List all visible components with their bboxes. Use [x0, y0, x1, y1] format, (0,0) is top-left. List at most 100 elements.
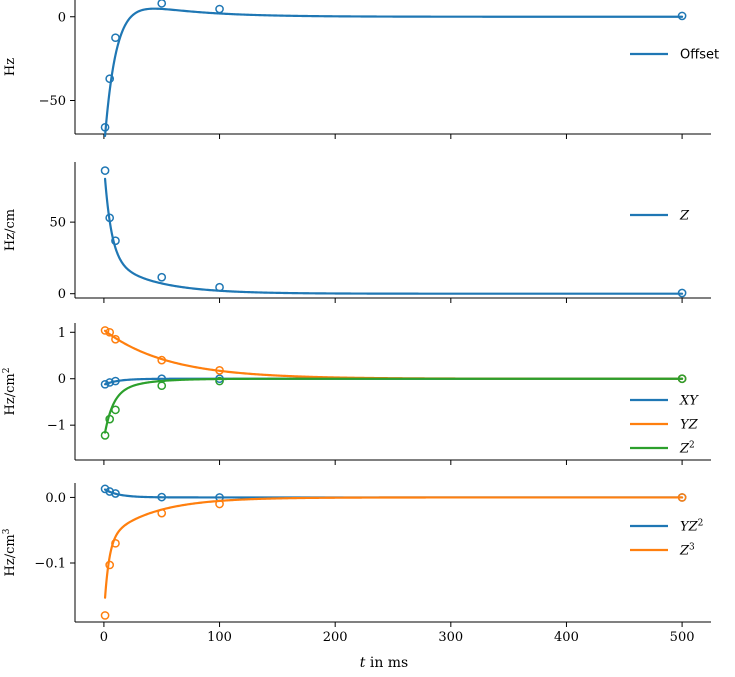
data-point	[100, 611, 110, 620]
y-tick-label: −50	[39, 94, 66, 109]
legend-entry-3: Z2	[630, 441, 695, 457]
y-tick-label: 0	[58, 287, 66, 302]
data-point	[215, 366, 224, 375]
x-tick-label: 0	[100, 630, 108, 645]
data-point	[111, 538, 120, 548]
panel-2: 50 0 Hz/cm Z	[3, 162, 711, 303]
data-point	[111, 376, 120, 386]
legend-entry-2: YZ	[630, 418, 699, 433]
legend-entry-1: XY	[630, 394, 699, 409]
y-axis-label-text: Hz/cm	[3, 209, 18, 251]
y-axis-label: Hz/cm	[3, 209, 18, 251]
y-tick-label: −1	[47, 419, 66, 434]
legend-label: Offset	[680, 48, 719, 63]
data-point	[105, 327, 115, 337]
legend-label-superscript: 3	[689, 543, 695, 553]
legend-label: Z	[679, 209, 690, 224]
series-line-3	[103, 377, 684, 434]
legend-label-text: YZ	[680, 520, 699, 535]
data-point	[105, 378, 115, 387]
data-point	[111, 405, 120, 415]
data-point	[105, 213, 115, 223]
data-point	[111, 489, 120, 498]
data-point	[100, 484, 110, 494]
data-point	[215, 376, 224, 386]
y-axis-label-text: Hz/cm	[3, 373, 18, 415]
data-point	[157, 381, 167, 391]
y-tick-label: −0.1	[34, 556, 66, 571]
y-axis-label: Hz/cm2	[2, 368, 18, 416]
data-point	[100, 379, 110, 389]
data-point	[677, 374, 687, 384]
legend-label-text: Z	[679, 544, 690, 559]
data-point	[105, 487, 115, 496]
data-point	[215, 282, 224, 292]
legend-entry-1: Z	[630, 209, 690, 224]
svg-text:t in ms: t in ms	[360, 655, 409, 671]
data-point	[100, 431, 110, 440]
y-axis-label-superscript: 3	[2, 528, 12, 534]
y-axis-label-superscript: 2	[2, 368, 12, 374]
legend-label: YZ	[680, 418, 699, 433]
legend-label-text: XY	[679, 394, 699, 409]
data-point	[105, 414, 115, 424]
series-line-1	[103, 177, 684, 295]
legend-label-text: Offset	[680, 48, 719, 63]
y-tick-label: 0	[58, 10, 66, 25]
series-line-2	[103, 329, 684, 380]
legend-label-text: Z	[679, 209, 690, 224]
panel-1: 0 −50 Hz Offset	[3, 0, 719, 139]
data-point	[105, 74, 115, 84]
data-point	[100, 326, 110, 335]
data-point	[100, 166, 110, 175]
data-point	[677, 11, 687, 21]
data-point	[677, 288, 687, 298]
y-tick-label: 1	[58, 326, 66, 341]
data-point	[111, 236, 120, 246]
y-axis-label-text: Hz	[3, 58, 18, 76]
y-tick-label: 50	[49, 216, 66, 231]
x-axis-label-var: t	[360, 655, 366, 671]
legend-entry-2: Z3	[630, 543, 695, 559]
y-axis-label: Hz/cm3	[2, 528, 18, 576]
legend-label: XY	[679, 394, 699, 409]
x-tick-label: 100	[207, 630, 232, 645]
data-point	[157, 492, 167, 502]
data-point	[157, 508, 167, 518]
data-point	[215, 499, 224, 509]
x-tick-label: 300	[438, 630, 463, 645]
legend-label-superscript: 2	[689, 441, 695, 451]
data-point	[100, 122, 110, 132]
y-axis-label: Hz	[3, 58, 18, 76]
legend-label-superscript: 2	[698, 519, 704, 529]
y-tick-label: 0.0	[45, 491, 66, 506]
y-tick-label: 0	[58, 372, 66, 387]
legend-label-text: Z	[679, 442, 690, 457]
data-point	[215, 4, 224, 14]
data-point	[111, 33, 120, 43]
x-tick-label: 500	[670, 630, 695, 645]
legend-label: YZ2	[680, 519, 703, 535]
data-point	[105, 560, 115, 570]
data-point	[111, 334, 120, 344]
x-axis-label: t in ms	[360, 655, 409, 671]
x-axis-label-rest: in ms	[365, 655, 408, 671]
legend-label-text: YZ	[680, 418, 699, 433]
data-point	[157, 272, 167, 282]
series-line-1	[103, 488, 684, 499]
data-point	[157, 0, 167, 8]
x-tick-label: 400	[554, 630, 579, 645]
series-line-2	[103, 496, 684, 599]
y-axis-label-text: Hz/cm	[3, 534, 18, 576]
legend-entry-1: YZ2	[630, 519, 703, 535]
series-line-1	[103, 7, 684, 137]
legend-label: Z2	[679, 441, 695, 457]
legend-label: Z3	[679, 543, 695, 559]
data-point	[677, 493, 687, 502]
x-tick-label: 200	[323, 630, 348, 645]
data-point	[157, 355, 167, 365]
